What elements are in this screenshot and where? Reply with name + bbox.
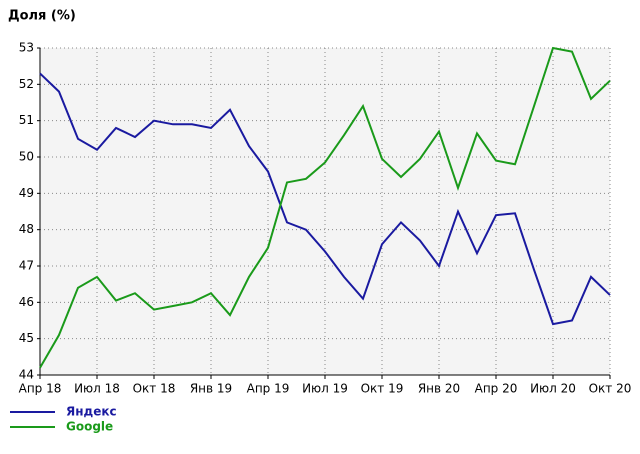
x-tick-label: Апр 20: [475, 382, 518, 396]
x-tick-label: Янв 20: [418, 382, 460, 396]
plot-area: [40, 48, 610, 375]
x-tick-label: Апр 19: [247, 382, 290, 396]
y-tick-label: 49: [19, 186, 34, 200]
x-tick-label: Июл 19: [302, 382, 348, 396]
y-tick-label: 52: [19, 77, 34, 91]
y-tick-label: 46: [19, 295, 34, 309]
chart-title: Доля (%): [8, 9, 76, 24]
series-line: [39, 72, 611, 326]
legend-label: Google: [66, 420, 113, 434]
y-tick-label: 48: [19, 222, 34, 236]
x-tick-label: Июл 20: [530, 382, 576, 396]
y-tick-label: 53: [19, 41, 34, 55]
x-tick-label: Окт 19: [361, 382, 404, 396]
x-tick-label: Окт 18: [133, 382, 176, 396]
x-tick-label: Апр 18: [19, 382, 62, 396]
y-tick-label: 51: [19, 113, 34, 127]
y-tick-label: 44: [19, 368, 34, 382]
series-line: [39, 46, 611, 369]
y-tick-label: 50: [19, 150, 34, 164]
x-tick-label: Июл 18: [74, 382, 120, 396]
x-tick-label: Янв 19: [190, 382, 232, 396]
x-tick-label: Окт 20: [589, 382, 632, 396]
y-tick-label: 47: [19, 259, 34, 273]
y-tick-label: 45: [19, 331, 34, 345]
legend-label: Яндекс: [66, 405, 117, 419]
